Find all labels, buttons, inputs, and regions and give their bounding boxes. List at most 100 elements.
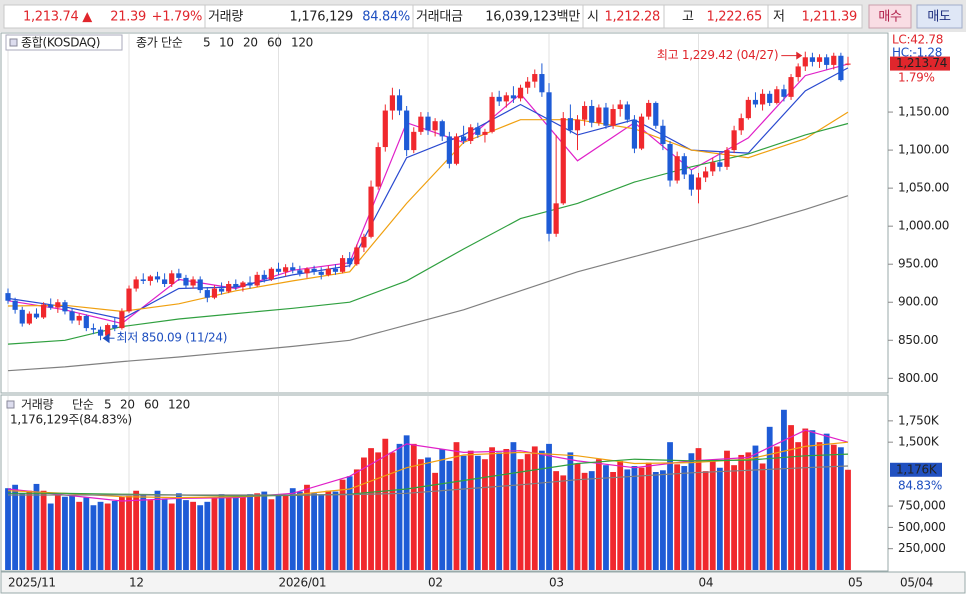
candle-body	[767, 93, 773, 103]
candle-body	[140, 279, 146, 281]
volume-bar	[204, 501, 211, 570]
candle-body	[304, 268, 310, 274]
change-rate: +1.79%	[152, 10, 202, 25]
volume-bar	[830, 444, 837, 570]
volume-bar	[304, 484, 310, 570]
button-bg[interactable]	[868, 4, 912, 29]
y-tick-label: 1,500K	[898, 435, 940, 449]
candle-body	[717, 162, 723, 167]
candle-body	[517, 87, 524, 99]
volume-bar	[446, 460, 453, 570]
header-cells	[3, 4, 863, 29]
volume-bar	[538, 450, 545, 570]
volume-bar	[240, 495, 246, 570]
button-bg[interactable]	[916, 4, 963, 29]
volume-bar	[631, 466, 638, 570]
y-tick-label: 850.00	[898, 333, 938, 347]
candle-body	[838, 55, 844, 81]
volume-bar	[610, 471, 616, 570]
volume-bar	[410, 443, 417, 570]
candle-body	[176, 273, 182, 278]
candle-body	[169, 273, 175, 284]
volume-bar	[652, 471, 659, 570]
volume-bar	[581, 472, 588, 570]
open-price: 1,212.28	[605, 10, 661, 25]
lc-label: LC:42.78	[892, 33, 943, 47]
volume-bar	[311, 493, 318, 570]
candle-body	[688, 174, 694, 190]
volume-bar	[62, 496, 68, 570]
volume-bar	[161, 498, 168, 570]
x-tick-label: 04	[699, 576, 714, 590]
max-annotation: 최고 1,229.42 (04/27)	[657, 48, 778, 62]
candle-body	[354, 247, 360, 265]
volume-bar	[837, 447, 844, 570]
x-axis-bar	[0, 571, 966, 594]
moving-average	[7, 429, 849, 502]
volume-bar	[709, 460, 716, 570]
candle-body	[190, 279, 196, 286]
field-label: 거래량	[208, 10, 243, 25]
candle-body	[55, 302, 61, 308]
candle-body	[731, 130, 737, 151]
volume-bar	[724, 450, 730, 570]
legend-entry: 120	[168, 398, 190, 412]
volume-bar	[126, 495, 132, 570]
volume-bar	[702, 471, 709, 570]
volume-bar	[439, 448, 446, 570]
candle-body	[105, 325, 111, 336]
y-tick-label: 1,000.00	[898, 219, 949, 233]
legend-entry: 60	[267, 36, 282, 50]
candle-body	[831, 55, 837, 65]
candle-body	[774, 89, 780, 103]
candle-body	[254, 274, 260, 286]
candle-body	[674, 156, 680, 181]
button-label[interactable]: 매수	[878, 10, 902, 25]
volume-bar	[19, 493, 26, 570]
volume-box	[890, 462, 942, 477]
legend-icon	[9, 38, 18, 47]
volume-ratio: 84.84%	[362, 10, 410, 25]
high-price: 1,222.65	[707, 10, 763, 25]
volume-bar	[823, 433, 830, 570]
volume-bar	[83, 497, 90, 570]
volume-bar	[716, 467, 723, 570]
volume-bar	[624, 469, 631, 570]
volume-bar	[118, 496, 125, 570]
buy-button[interactable]: 매수	[868, 4, 912, 29]
candle-body	[48, 304, 54, 308]
sell-button[interactable]: 매도	[916, 4, 963, 29]
y-tick-label: 1,750K	[898, 413, 940, 427]
candle-body	[667, 144, 673, 181]
candle-body	[361, 236, 367, 248]
volume-bar	[574, 463, 581, 570]
y-tick-label: 1,100.00	[898, 143, 949, 157]
volume-bar	[346, 476, 353, 570]
volume-bar	[12, 484, 19, 570]
volume-bar	[467, 450, 474, 570]
volume-bar	[218, 494, 225, 570]
volume-bar	[617, 460, 624, 570]
volume-bar	[339, 479, 346, 570]
trade-amount: 16,039,123백만	[485, 10, 580, 25]
y-tick-label: 750,000	[898, 499, 946, 513]
volume-box-label: 1,176K	[896, 462, 938, 476]
candle-body	[809, 57, 816, 62]
candle-body	[126, 288, 132, 312]
legend-entry: 20	[120, 398, 135, 412]
candle-body	[218, 288, 225, 292]
candle-body	[738, 118, 744, 131]
candle-body	[26, 313, 32, 324]
volume-bar	[681, 466, 688, 570]
field-label: 거래대금	[416, 10, 463, 25]
field-label: 시	[587, 10, 599, 25]
volume-bar	[26, 490, 33, 570]
candle-body	[567, 118, 573, 131]
candle-body	[133, 279, 139, 289]
volume-bar	[688, 453, 695, 570]
button-label[interactable]: 매도	[927, 10, 951, 25]
volume-bar	[97, 501, 104, 570]
candle-body	[439, 121, 445, 137]
candle-body	[297, 270, 303, 274]
legend-title: 종가 단순	[136, 36, 183, 50]
